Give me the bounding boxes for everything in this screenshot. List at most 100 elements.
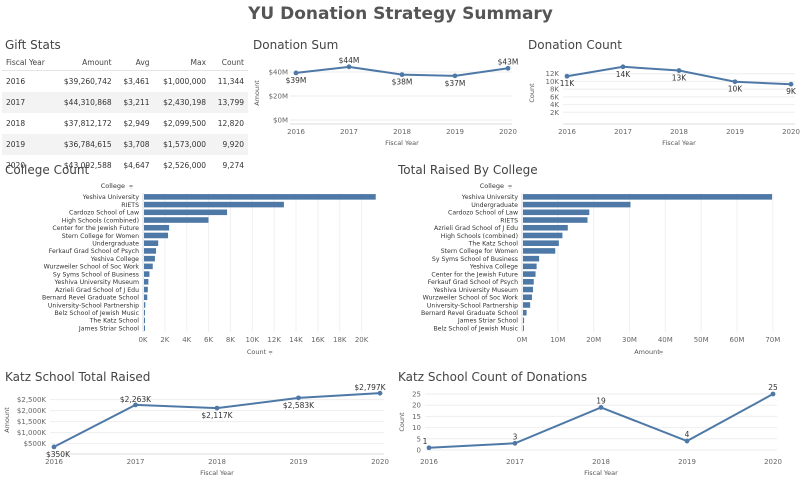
data-point <box>770 391 776 397</box>
bar <box>144 325 145 331</box>
table-row[interactable]: 2016 $39,260,742 $3,461 $1,000,000 11,34… <box>2 71 248 93</box>
x-tick-label: 2016 <box>287 128 305 136</box>
y-tick-label: 0 <box>417 447 421 455</box>
category-header: College <box>101 182 125 190</box>
category-label: RIETS <box>500 217 518 224</box>
category-label: James Striar School <box>78 325 139 332</box>
table-row[interactable]: 2018 $37,812,172 $2,949 $2,099,500 12,82… <box>2 113 248 134</box>
x-tick-label: 50M <box>694 336 709 344</box>
cell-count: 13,799 <box>210 92 248 113</box>
y-tick-label: 6K <box>550 93 559 101</box>
category-label: Center for the Jewish Future <box>52 225 139 232</box>
x-tick-label: 14K <box>289 336 303 344</box>
data-point <box>426 445 432 451</box>
table-row[interactable]: 2019 $36,784,615 $3,708 $1,573,000 9,920 <box>2 134 248 155</box>
x-axis-title: Fiscal Year <box>200 469 234 477</box>
data-point <box>214 405 220 411</box>
x-tick-label: 18K <box>333 336 347 344</box>
y-tick-label: 25 <box>412 391 421 399</box>
category-label: Azrieli Grad School of J Edu <box>434 225 518 232</box>
bar <box>523 302 531 308</box>
x-tick-label: 30M <box>622 336 637 344</box>
x-tick-label: 2020 <box>499 128 517 136</box>
bar <box>144 224 170 231</box>
y-tick-label: 12K <box>546 70 560 78</box>
x-tick-label: 60M <box>730 336 745 344</box>
cell-avg: $2,949 <box>123 119 150 128</box>
y-tick-label: $2,500K <box>17 396 46 404</box>
bar <box>144 271 150 277</box>
cell-count: 11,344 <box>217 77 244 86</box>
data-label: $2,797K <box>354 384 386 392</box>
x-tick-label: 2020 <box>371 458 389 466</box>
y-tick-label: 10K <box>546 78 560 86</box>
data-point <box>377 390 383 396</box>
category-label: Yeshiva University Museum <box>433 287 518 294</box>
category-label: Azrieli Grad School of J Edu <box>55 287 139 294</box>
bar <box>523 279 534 285</box>
cell-year: 2017 <box>2 92 54 113</box>
col-max[interactable]: Max <box>153 54 211 71</box>
cell-year: 2016 <box>6 77 26 86</box>
bar <box>523 224 568 231</box>
y-tick-label: 15 <box>412 413 421 421</box>
col-avg[interactable]: Avg <box>115 54 154 71</box>
gift-stats-header-row: Fiscal Year Amount Avg Max Count <box>2 54 248 71</box>
category-label: Belz School of Jewish Music <box>54 310 139 317</box>
data-label: $350K <box>46 450 71 459</box>
category-label: Wurzweiler School of Soc Work <box>423 295 519 302</box>
x-tick-label: 2020 <box>782 128 800 136</box>
y-tick-label: $2,000K <box>17 407 46 415</box>
category-label: Ferkauf Grad School of Psych <box>49 248 139 255</box>
cell-amount: $39,260,742 <box>63 77 112 86</box>
category-label: High Schools (combined) <box>62 217 139 224</box>
bar <box>144 201 284 208</box>
category-label: Sy Syms School of Business <box>432 256 518 263</box>
cell-avg: $4,647 <box>123 161 150 170</box>
data-point <box>452 73 458 79</box>
cell-amount: $44,310,868 <box>53 92 116 113</box>
x-tick-label: 0M <box>517 336 528 344</box>
cell-max: $2,526,000 <box>163 161 207 170</box>
katz-count-title: Katz School Count of Donations <box>398 370 588 384</box>
category-label: Undergraduate <box>92 240 139 247</box>
bar <box>144 232 169 239</box>
category-label: Yeshiva College <box>469 264 518 271</box>
bar <box>144 194 376 200</box>
x-tick-label: 6K <box>204 336 213 344</box>
x-tick-label: 2019 <box>678 458 696 466</box>
x-axis-title: Fiscal Year <box>584 469 618 477</box>
bar <box>523 286 534 293</box>
bar <box>523 248 556 254</box>
bar <box>144 217 209 223</box>
col-count[interactable]: Count <box>210 54 248 71</box>
col-amount[interactable]: Amount <box>53 54 116 71</box>
x-tick-label: 20M <box>586 336 601 344</box>
bar <box>144 302 146 308</box>
katz-count-chart: 0 5 10 15 20 25 2016 2017 2018 2019 2020 Fiscal Yea… <box>398 384 782 477</box>
category-label: Center for the Jewish Future <box>431 271 518 278</box>
category-label: Ferkauf Grad School of Psych <box>428 279 518 286</box>
data-label: 4 <box>685 430 690 439</box>
bar <box>144 209 228 216</box>
total-raised-chart: College ⩦ 0M 10M 20M 30M 40M 50M 60M 70M Yeshiva U… <box>421 182 780 356</box>
donation-sum-chart: $0M $20M $40M 2016 2017 2018 2019 2020 Fiscal Ye… <box>253 56 518 147</box>
bar <box>523 294 532 301</box>
category-label: Yeshiva University <box>82 194 140 201</box>
y-axis-title: Amount <box>253 80 261 106</box>
data-point <box>684 438 690 444</box>
data-label: $44M <box>339 56 360 65</box>
col-fiscal-year[interactable]: Fiscal Year <box>2 54 54 71</box>
y-tick-label: $1,500K <box>17 418 46 426</box>
table-row[interactable]: 2017 $44,310,868 $3,211 $2,430,198 13,79… <box>2 92 248 113</box>
bar <box>144 255 155 262</box>
data-label: 19 <box>596 396 606 405</box>
x-tick-label: 8K <box>226 336 235 344</box>
x-tick-label: 70M <box>765 336 780 344</box>
x-axis-title: Fiscal Year <box>662 139 696 147</box>
college-count-title: College Count <box>5 163 90 177</box>
donation-count-title: Donation Count <box>528 38 622 52</box>
data-label: $2,263K <box>120 395 152 404</box>
data-label: 14K <box>616 70 632 79</box>
table-row[interactable]: 2020 $43,092,588 $4,647 $2,526,000 9,274 <box>2 155 248 176</box>
